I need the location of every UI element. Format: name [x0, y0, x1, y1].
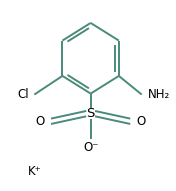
Text: O: O	[136, 115, 146, 128]
Text: K⁺: K⁺	[28, 165, 42, 178]
Text: O⁻: O⁻	[83, 141, 98, 154]
Text: S: S	[86, 107, 95, 120]
Text: O: O	[36, 115, 45, 128]
Text: Cl: Cl	[18, 88, 29, 101]
Text: NH₂: NH₂	[148, 88, 170, 101]
